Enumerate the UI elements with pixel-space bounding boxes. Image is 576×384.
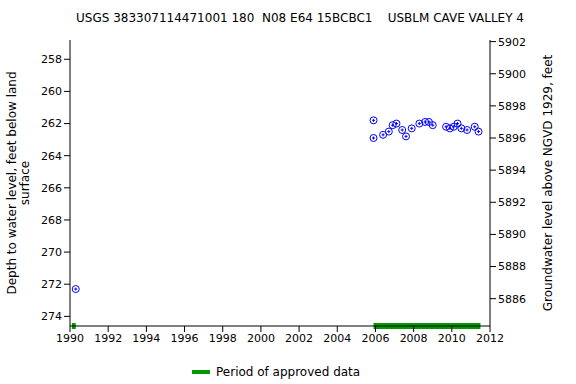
svg-text:1996: 1996 xyxy=(171,332,199,345)
svg-text:264: 264 xyxy=(41,150,62,163)
svg-text:5900: 5900 xyxy=(498,68,526,81)
svg-text:2002: 2002 xyxy=(285,332,313,345)
svg-text:5888: 5888 xyxy=(498,260,526,273)
svg-text:5892: 5892 xyxy=(498,196,526,209)
svg-text:2000: 2000 xyxy=(247,332,275,345)
svg-text:258: 258 xyxy=(41,53,62,66)
svg-text:2006: 2006 xyxy=(361,332,389,345)
svg-text:270: 270 xyxy=(41,246,62,259)
svg-text:260: 260 xyxy=(41,85,62,98)
svg-text:2010: 2010 xyxy=(438,332,466,345)
svg-text:USGS 383307114471001 180 N08: USGS 383307114471001 180 N08 E64 15BCBC1… xyxy=(76,11,524,25)
svg-text:5902: 5902 xyxy=(498,36,526,49)
svg-text:274: 274 xyxy=(41,310,62,323)
svg-text:5886: 5886 xyxy=(498,293,526,306)
svg-text:266: 266 xyxy=(41,182,62,195)
svg-text:272: 272 xyxy=(41,278,62,291)
svg-text:5890: 5890 xyxy=(498,228,526,241)
svg-text:Groundwater level above NGVD 1: Groundwater level above NGVD 1929, feet xyxy=(541,54,555,311)
svg-text:1998: 1998 xyxy=(209,332,237,345)
svg-text:262: 262 xyxy=(41,117,62,130)
svg-text:1994: 1994 xyxy=(132,332,160,345)
svg-text:2008: 2008 xyxy=(400,332,428,345)
svg-text:2012: 2012 xyxy=(476,332,504,345)
svg-text:1990: 1990 xyxy=(56,332,84,345)
svg-text:5896: 5896 xyxy=(498,132,526,145)
svg-text:Period of approved data: Period of approved data xyxy=(216,365,360,379)
svg-text:268: 268 xyxy=(41,214,62,227)
svg-text:Depth to water level, feet bel: Depth to water level, feet below landsur… xyxy=(8,71,32,294)
svg-text:5894: 5894 xyxy=(498,164,526,177)
svg-text:5898: 5898 xyxy=(498,100,526,113)
svg-text:2004: 2004 xyxy=(323,332,351,345)
svg-text:1992: 1992 xyxy=(94,332,122,345)
